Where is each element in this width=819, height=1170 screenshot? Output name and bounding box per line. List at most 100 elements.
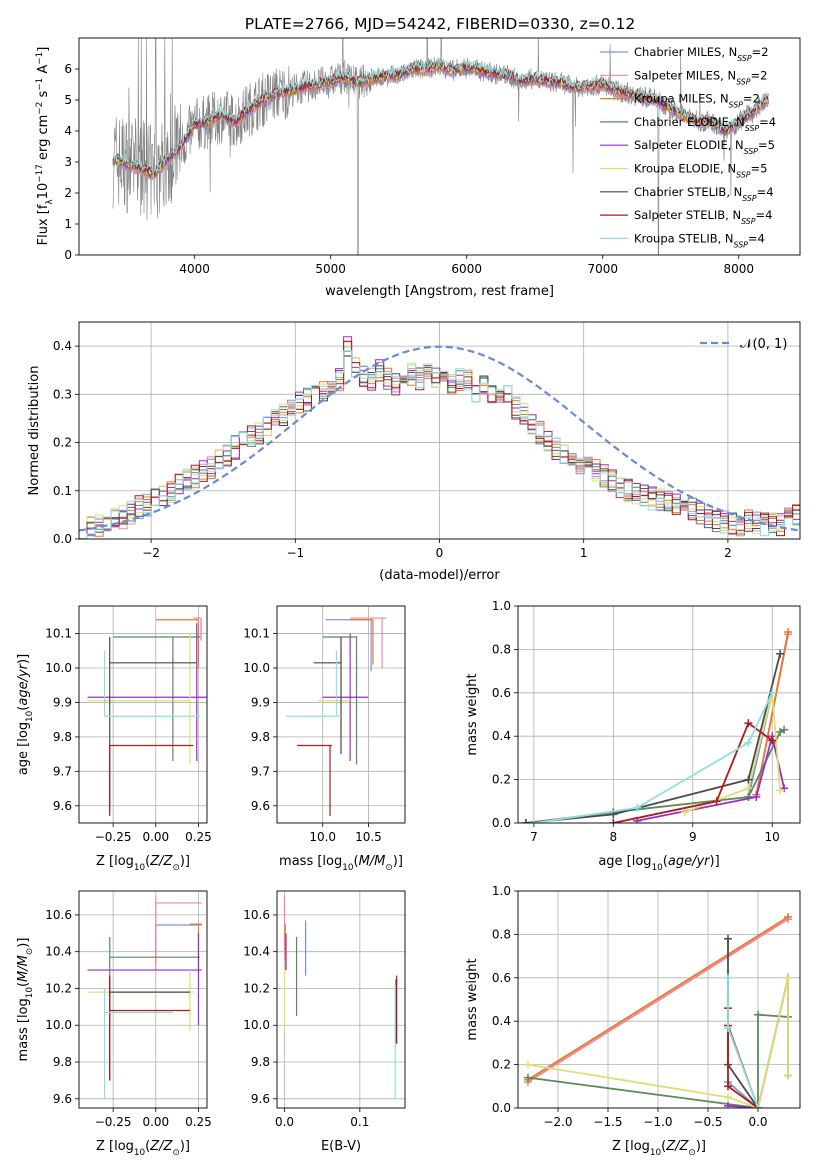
y-axis-label: mass weight bbox=[465, 958, 480, 1040]
y-tick-label: 9.6 bbox=[251, 1092, 270, 1106]
weight-marker-6 bbox=[524, 1060, 532, 1069]
gaussian-reference-line bbox=[79, 345, 800, 532]
y-tick-label: 0.6 bbox=[492, 971, 511, 985]
axes-frame bbox=[78, 321, 801, 540]
x-tick-label: 10 bbox=[765, 830, 780, 844]
x-axis-label: (data-model)/error bbox=[379, 568, 500, 583]
model-spectrum-9 bbox=[112, 57, 769, 175]
weight-marker-9 bbox=[633, 803, 642, 812]
y-tick-label: 1 bbox=[64, 217, 72, 231]
weight-marker-4 bbox=[780, 725, 789, 734]
weight-series-8 bbox=[613, 721, 773, 823]
weight-marker-9 bbox=[768, 688, 777, 697]
y-tick-label: 9.6 bbox=[251, 799, 270, 813]
weight-marker-3 bbox=[784, 628, 793, 637]
x-axis-label: wavelength [Angstrom, rest frame] bbox=[325, 284, 554, 299]
x-tick-label: 0.00 bbox=[142, 830, 169, 844]
plot-area bbox=[87, 896, 202, 1099]
y-tick-label: 10.0 bbox=[45, 1018, 72, 1032]
x-tick-label: −0.25 bbox=[95, 830, 132, 844]
weight-marker-4 bbox=[524, 1073, 532, 1082]
panel-mass-ebv: 0.0 0.1 9.6 9.8 10.0 10.2 10.4 10.6 E(B-V) bbox=[243, 890, 406, 1154]
x-tick-label: −1.5 bbox=[593, 1115, 622, 1129]
y-tick-label: 10.0 bbox=[243, 661, 270, 675]
y-tick-label: 0.0 bbox=[53, 532, 72, 546]
y-tick-label: 6 bbox=[64, 62, 72, 76]
y-tick-label: 10.2 bbox=[243, 981, 270, 995]
panel-mass-metallicity: −0.25 0.00 0.25 9.6 9.8 10.0 10.2 10.4 10.6 Z [lo… bbox=[16, 890, 212, 1158]
axes-frame bbox=[517, 605, 801, 824]
y-tick-label: 10.4 bbox=[243, 945, 270, 959]
residual-histogram-9 bbox=[79, 350, 800, 539]
y-tick-label: 2 bbox=[64, 186, 72, 200]
x-axis-label: Z [log10(Z/Z⊙)] bbox=[612, 1139, 706, 1158]
plot-area bbox=[79, 336, 800, 539]
x-tick-label: 8 bbox=[610, 830, 618, 844]
x-tick-label: −0.25 bbox=[95, 1115, 132, 1129]
y-axis-label: Flux [fλ10−17 erg cm−2 s−1 A−1] bbox=[35, 47, 55, 246]
panel-age-metallicity: −0.25 0.00 0.25 9.6 9.7 9.8 9.9 10.0 10.1 Z [log1… bbox=[16, 605, 212, 873]
legend-gaussian-label: 𝒩(0, 1) bbox=[740, 337, 787, 352]
y-axis-label: age [log10(age/yr)] bbox=[16, 654, 35, 775]
x-tick-label: 8000 bbox=[724, 262, 755, 276]
x-tick-label: −1.0 bbox=[643, 1115, 672, 1129]
panel-residuals: −2 −1 0 1 2 0.0 0.1 0.2 0.3 0.4 𝒩(0, 1) (data-model… bbox=[27, 321, 801, 583]
plot-area bbox=[283, 896, 398, 1099]
weight-marker-5 bbox=[724, 1101, 732, 1108]
y-axis-label: mass weight bbox=[465, 673, 480, 755]
legend-entry-3: Kroupa MILES, NSSP=2 bbox=[634, 92, 760, 110]
weight-marker-9 bbox=[724, 1023, 732, 1032]
y-tick-label: 10.6 bbox=[45, 908, 72, 922]
x-axis-label: age [log10(age/yr)] bbox=[598, 854, 719, 873]
x-tick-label: 6000 bbox=[451, 262, 482, 276]
y-tick-label: 0.4 bbox=[53, 339, 72, 353]
y-tick-label: 9.6 bbox=[53, 799, 72, 813]
x-tick-label: 0.25 bbox=[185, 830, 212, 844]
weight-marker-8 bbox=[768, 736, 777, 745]
weight-marker-7 bbox=[724, 934, 732, 943]
weight-series-6 bbox=[527, 977, 789, 1108]
y-tick-label: 9.8 bbox=[53, 1055, 72, 1069]
plot-area bbox=[87, 617, 207, 817]
weight-series-3 bbox=[527, 916, 789, 1081]
y-tick-label: 9.8 bbox=[251, 730, 270, 744]
weight-marker-6 bbox=[784, 973, 792, 982]
plot-layer: 4000 5000 6000 7000 8000 0 1 2 3 4 5 6 wavelength [A… bbox=[16, 37, 801, 1158]
weight-marker-8 bbox=[744, 719, 753, 728]
y-tick-label: 10.0 bbox=[45, 661, 72, 675]
y-tick-label: 4 bbox=[64, 124, 72, 138]
x-tick-label: −1 bbox=[286, 546, 304, 560]
weight-marker-6 bbox=[784, 1071, 792, 1080]
y-tick-label: 5 bbox=[64, 93, 72, 107]
weight-marker-9 bbox=[724, 973, 732, 982]
weight-series-9 bbox=[533, 692, 774, 823]
panel-age-mass: 10.0 10.5 9.6 9.7 9.8 9.9 10.0 10.1 mass [log10(… bbox=[243, 605, 406, 873]
weight-marker-4 bbox=[744, 792, 753, 801]
x-tick-label: 9 bbox=[689, 830, 697, 844]
weight-marker-6 bbox=[680, 808, 689, 817]
y-tick-label: 9.9 bbox=[53, 695, 72, 709]
legend-entry-5: Salpeter ELODIE, NSSP=5 bbox=[634, 138, 775, 156]
y-tick-label: 0.8 bbox=[492, 927, 511, 941]
x-tick-label: 10.5 bbox=[355, 830, 382, 844]
x-tick-label: 0.0 bbox=[748, 1115, 767, 1129]
y-tick-label: 3 bbox=[64, 155, 72, 169]
weight-marker-4 bbox=[754, 1010, 762, 1019]
weight-marker-9 bbox=[754, 1104, 762, 1108]
x-tick-label: −0.5 bbox=[693, 1115, 722, 1129]
y-tick-label: 10.0 bbox=[243, 1018, 270, 1032]
y-tick-label: 0.0 bbox=[492, 1101, 511, 1115]
weight-marker-6 bbox=[744, 784, 753, 793]
plot-area bbox=[286, 617, 387, 817]
weight-marker-7 bbox=[776, 649, 785, 658]
y-tick-label: 0.8 bbox=[492, 642, 511, 656]
y-tick-label: 10.4 bbox=[45, 945, 72, 959]
weight-marker-8 bbox=[712, 797, 721, 806]
weight-marker-5 bbox=[752, 792, 761, 801]
y-tick-label: 10.6 bbox=[243, 908, 270, 922]
weight-marker-9 bbox=[529, 819, 538, 823]
x-tick-label: 4000 bbox=[179, 262, 210, 276]
axes-frame bbox=[78, 890, 208, 1109]
y-tick-label: 0 bbox=[64, 248, 72, 262]
